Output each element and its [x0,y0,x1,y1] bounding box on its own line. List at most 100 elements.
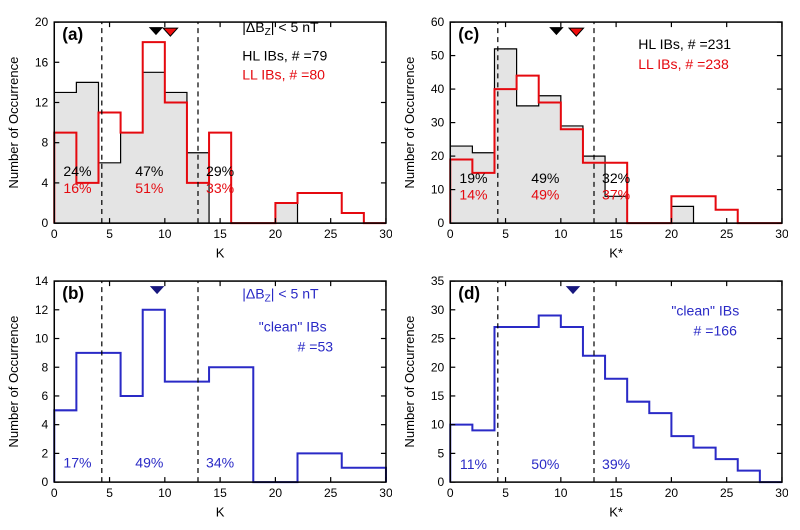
xtick-label: 10 [554,486,568,500]
annotation-text: "clean" IBs [259,319,327,335]
pct-label: 39% [602,456,630,472]
pct-label: 11% [460,456,487,472]
xaxis-label: K* [609,505,623,520]
ytick-label: 60 [431,15,445,29]
xtick-label: 5 [502,227,509,241]
panel-d: 05101520253005101520253035K*Number of Oc… [400,267,788,522]
panel-c-svg: 0510152025300102030405060K*Number of Occ… [400,8,788,263]
ytick-label: 10 [431,183,445,197]
xtick-label: 25 [720,227,734,241]
panel-d-svg: 05101520253005101520253035K*Number of Oc… [400,267,788,522]
histogram-hl [54,72,386,223]
pct-label: 32% [602,170,630,186]
annotation-text: LL IBs, # =238 [638,56,729,72]
ytick-label: 10 [35,332,49,346]
ytick-label: 25 [431,332,445,346]
ytick-label: 30 [431,303,445,317]
xtick-label: 30 [775,486,788,500]
ytick-label: 10 [431,418,445,432]
ytick-label: 0 [438,216,445,230]
ytick-label: 15 [431,389,445,403]
axes-frame [54,281,386,482]
ytick-label: 50 [431,49,445,63]
ytick-label: 16 [35,55,49,69]
ytick-label: 5 [438,447,445,461]
ytick-label: 20 [431,149,445,163]
pct-label: 47% [135,163,163,179]
pct-label: 33% [206,180,234,196]
xtick-label: 30 [775,227,788,241]
xtick-label: 10 [554,227,568,241]
ytick-label: 20 [431,361,445,375]
xtick-label: 0 [51,227,58,241]
ytick-label: 20 [35,15,49,29]
xtick-label: 25 [324,486,338,500]
xtick-label: 20 [665,227,679,241]
xtick-label: 15 [213,486,227,500]
pct-label: 51% [135,180,163,196]
xtick-label: 20 [269,227,283,241]
annotation-text: # =166 [694,323,738,339]
ytick-label: 0 [42,475,49,489]
ytick-label: 40 [431,82,445,96]
xtick-label: 0 [51,486,58,500]
yaxis-label: Number of Occurrence [6,316,21,448]
panel-a: 051015202530048121620KNumber of Occurren… [4,8,392,263]
ytick-label: 0 [438,475,445,489]
pct-label: 34% [206,455,234,471]
xtick-label: 0 [447,486,454,500]
panel-tag: (a) [62,25,83,44]
panel-tag: (b) [62,284,84,303]
xtick-label: 5 [106,486,113,500]
ytick-label: 35 [431,274,445,288]
ytick-label: 12 [35,96,49,110]
annotation-text: |ΔBZ| < 5 nT [242,19,319,38]
ytick-label: 0 [42,216,49,230]
chart-grid: 051015202530048121620KNumber of Occurren… [0,0,800,530]
xtick-label: 10 [158,486,172,500]
ytick-label: 6 [42,389,49,403]
xtick-label: 15 [609,486,623,500]
panel-tag: (c) [458,25,479,44]
pct-label: 14% [459,187,487,203]
pct-label: 49% [531,170,559,186]
pct-label: 49% [135,455,163,471]
annotation-text: HL IBs, # =79 [242,47,327,63]
ytick-label: 8 [42,361,49,375]
xtick-label: 10 [158,227,172,241]
xtick-label: 5 [502,486,509,500]
xtick-label: 25 [720,486,734,500]
pct-label: 16% [63,180,91,196]
panel-b: 05101520253002468101214KNumber of Occurr… [4,267,392,522]
pct-label: 37% [602,187,630,203]
xtick-label: 0 [447,227,454,241]
xtick-label: 25 [324,227,338,241]
xaxis-label: K [216,245,225,260]
pct-label: 17% [63,455,91,471]
xtick-label: 15 [213,227,227,241]
xtick-label: 20 [269,486,283,500]
pct-label: 24% [63,163,91,179]
ytick-label: 2 [42,447,49,461]
annotation-text: |ΔBZ| < 5 nT [242,286,319,305]
panel-b-svg: 05101520253002468101214KNumber of Occurr… [4,267,392,522]
yaxis-label: Number of Occurrence [402,316,417,448]
panel-c: 0510152025300102030405060K*Number of Occ… [400,8,788,263]
pct-label: 19% [459,170,487,186]
annotation-text: LL IBs, # =80 [242,66,325,82]
annotation-text: # =53 [298,339,334,355]
annotation-text: "clean" IBs [671,303,739,319]
ytick-label: 8 [42,136,49,150]
ytick-label: 4 [42,418,49,432]
ytick-label: 4 [42,176,49,190]
ytick-label: 14 [35,274,49,288]
ytick-label: 30 [431,116,445,130]
pct-label: 29% [206,163,234,179]
annotation-text: HL IBs, # =231 [638,36,731,52]
pct-label: 49% [531,187,559,203]
panel-tag: (d) [458,284,480,303]
xaxis-label: K [216,505,225,520]
yaxis-label: Number of Occurrence [6,57,21,189]
xtick-label: 15 [609,227,623,241]
xaxis-label: K* [609,245,623,260]
